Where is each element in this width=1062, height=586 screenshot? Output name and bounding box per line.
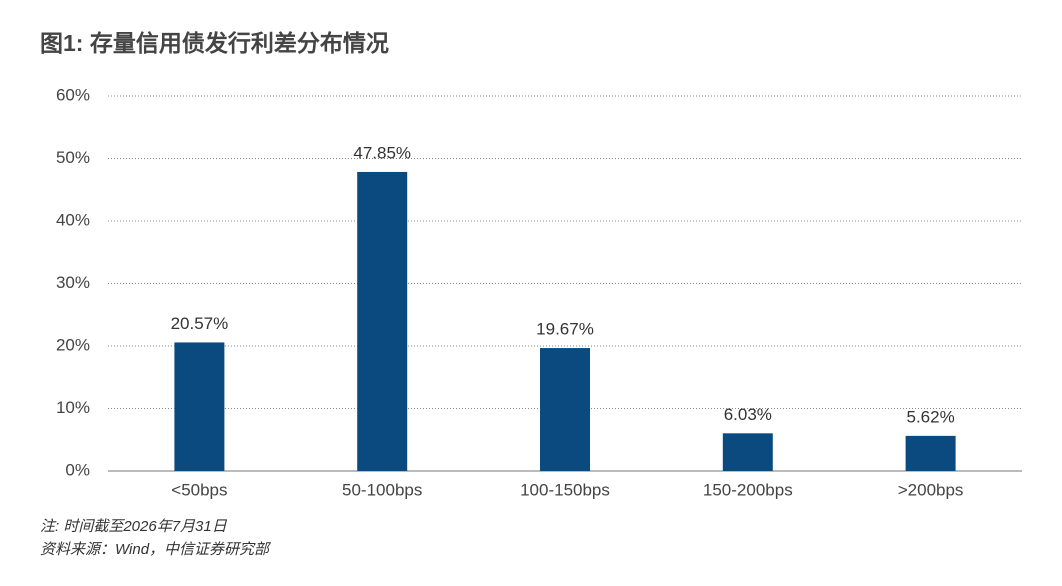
x-tick-label: 50-100bps [342, 480, 422, 499]
y-tick-label: 50% [56, 148, 90, 167]
note: 注: 时间截至2026年7月31日 [40, 518, 228, 535]
x-tick-label: 150-200bps [703, 480, 793, 499]
source: 资料来源：Wind，中信证券研究部 [40, 541, 272, 558]
x-tick-label: <50bps [171, 480, 227, 499]
value-label: 19.67% [536, 320, 594, 339]
x-tick-label: 100-150bps [520, 480, 610, 499]
value-label: 5.62% [906, 407, 954, 426]
bar [905, 435, 956, 471]
bar [357, 171, 408, 471]
x-tick-label: >200bps [898, 480, 964, 499]
chart-title: 图1: 存量信用债发行利差分布情况 [40, 30, 389, 56]
y-tick-label: 40% [56, 210, 90, 229]
bar [722, 433, 773, 471]
value-label: 47.85% [353, 143, 411, 162]
value-label: 6.03% [724, 405, 772, 424]
y-tick-label: 10% [56, 398, 90, 417]
y-tick-label: 0% [65, 460, 90, 479]
y-tick-label: 30% [56, 273, 90, 292]
bar [174, 342, 225, 471]
y-tick-label: 20% [56, 335, 90, 354]
value-label: 20.57% [171, 314, 229, 333]
bar [540, 348, 590, 471]
y-tick-label: 60% [56, 85, 90, 104]
